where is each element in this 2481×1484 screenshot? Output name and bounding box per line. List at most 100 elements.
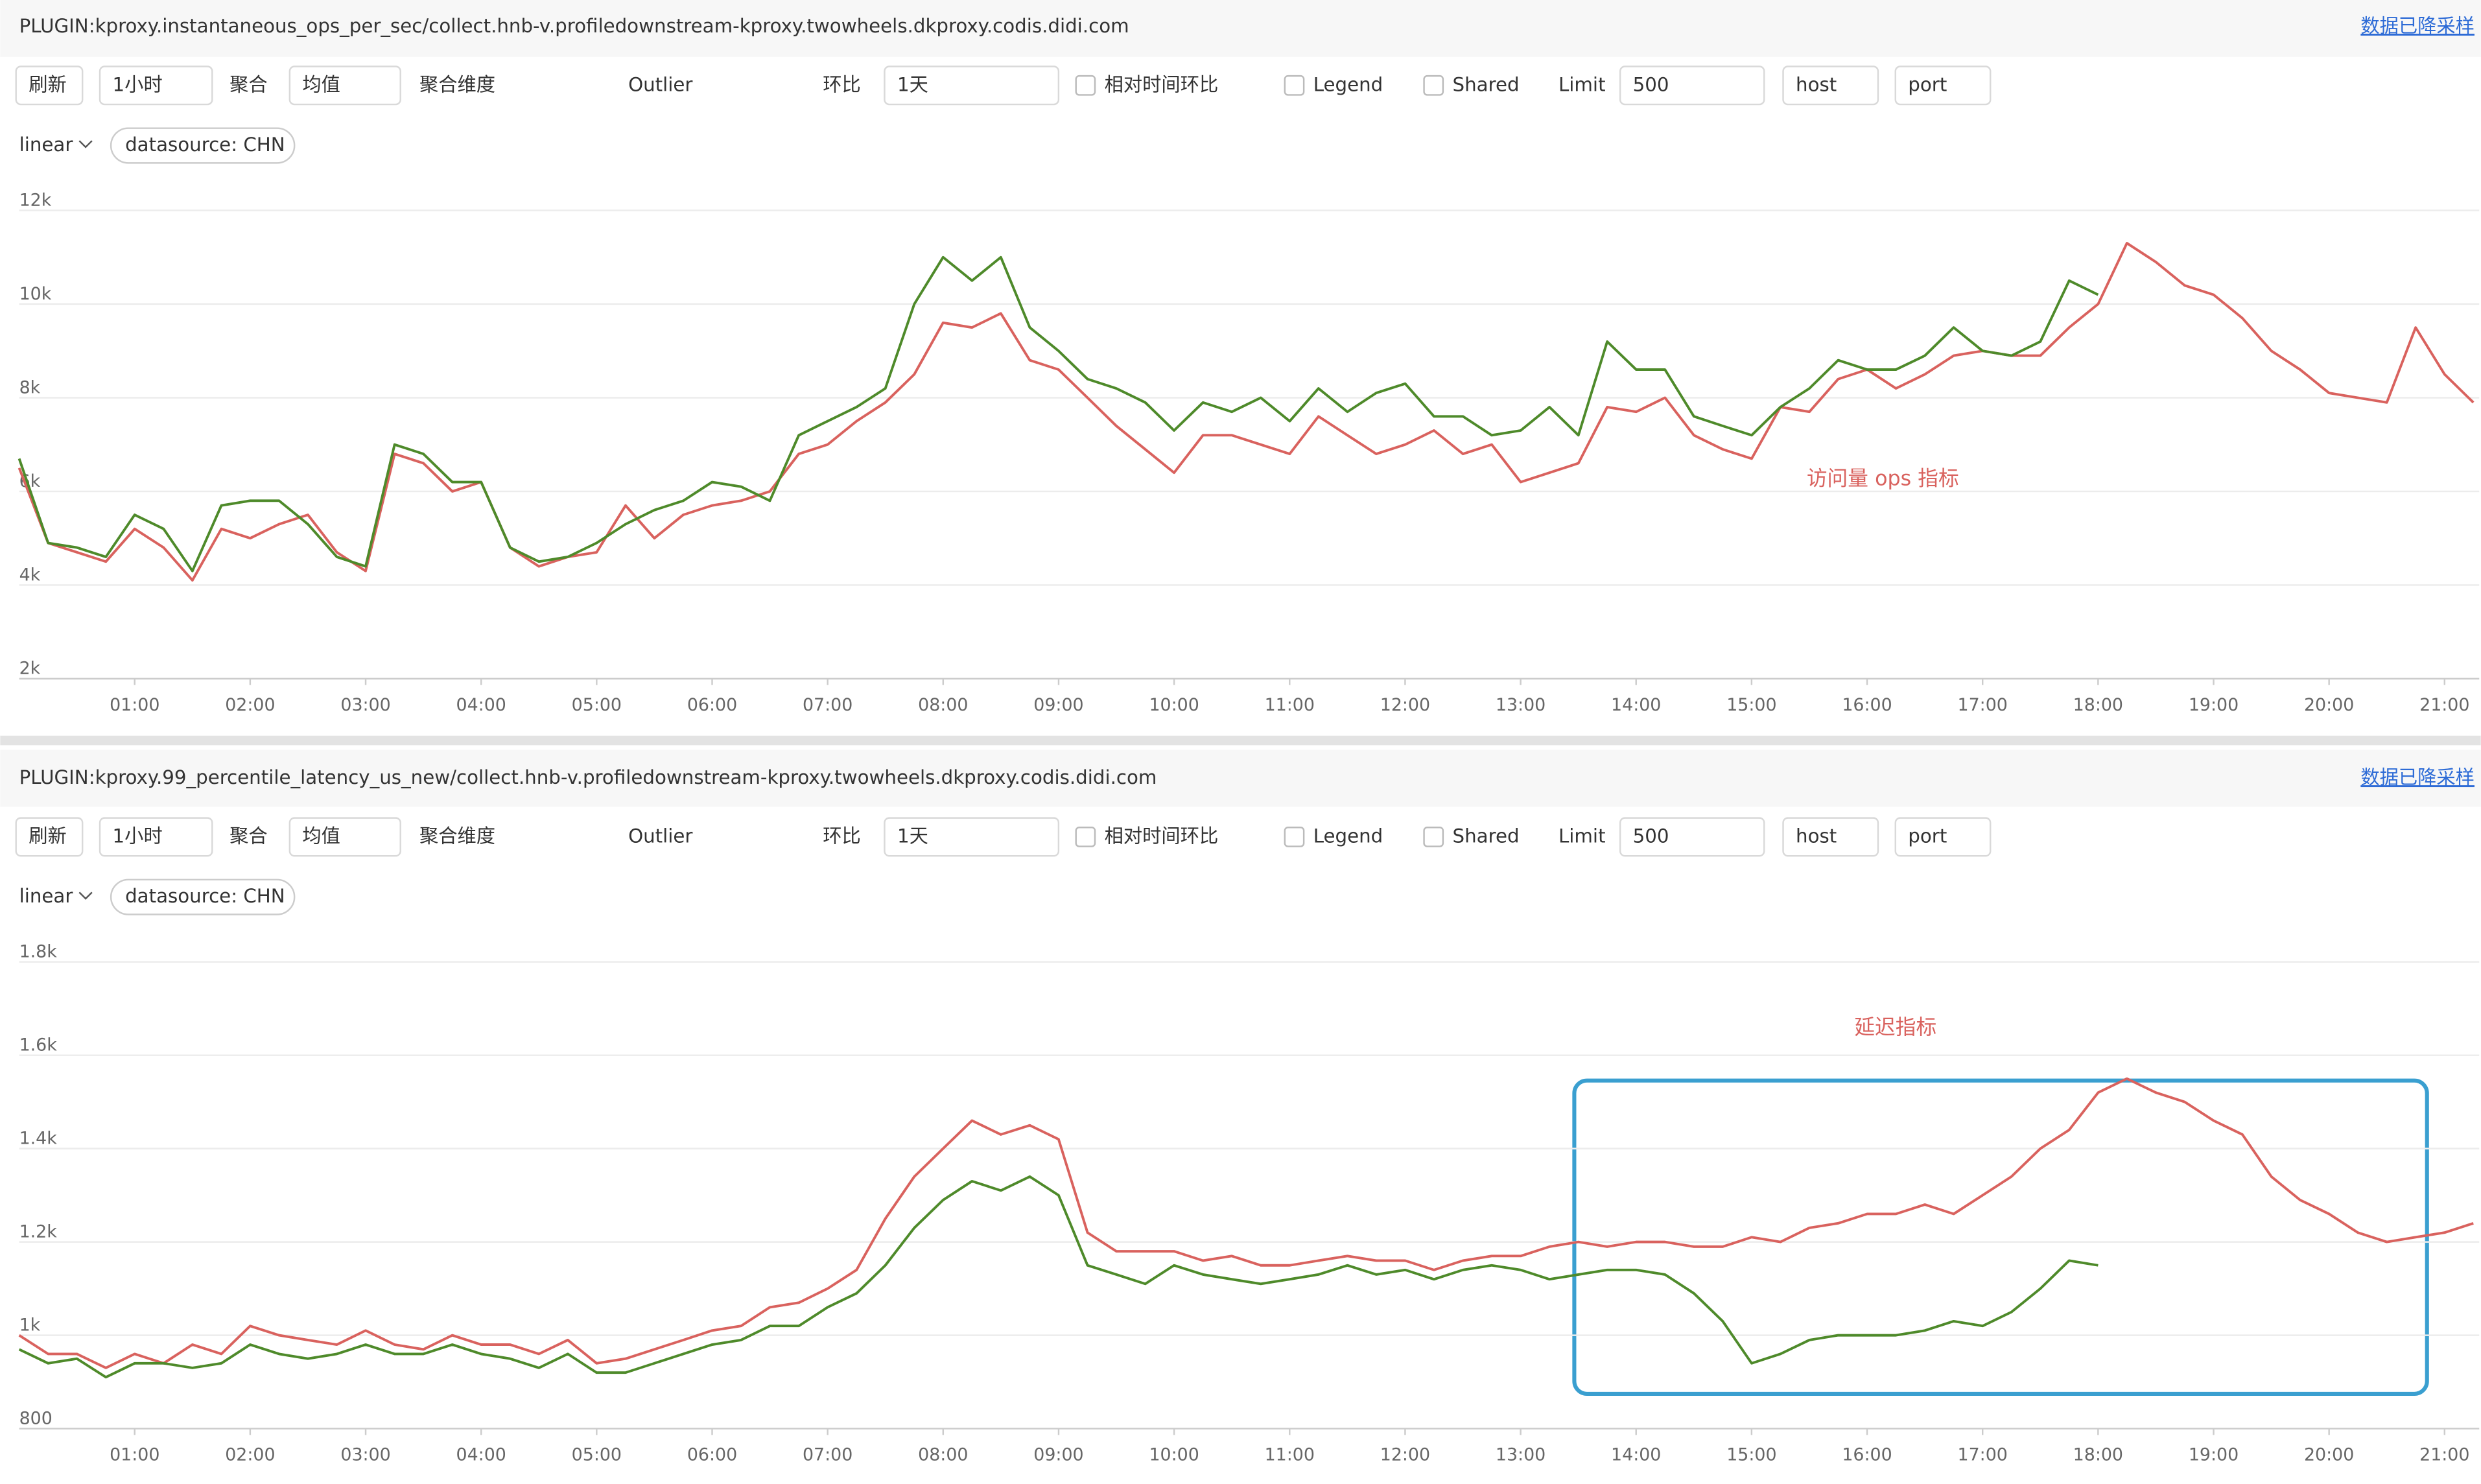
x-tick-label: 01:00 xyxy=(110,695,159,715)
checkbox[interactable] xyxy=(1075,827,1096,847)
toolbar-box[interactable] xyxy=(15,817,84,857)
toolbar-item: host xyxy=(1796,73,1837,95)
toolbar-box[interactable] xyxy=(1782,65,1879,106)
x-tick-label: 16:00 xyxy=(1842,695,1892,715)
x-tick-label: 17:00 xyxy=(1958,695,2008,715)
scale-select[interactable]: linear xyxy=(19,134,74,156)
toolbar-box[interactable] xyxy=(1619,65,1765,106)
datasource-label: datasource: CHN xyxy=(125,134,285,156)
x-tick-label: 04:00 xyxy=(456,695,506,715)
checkbox[interactable] xyxy=(1423,827,1444,847)
toolbar-box[interactable] xyxy=(288,817,401,857)
x-tick-label: 12:00 xyxy=(1380,1445,1430,1465)
x-tick-label: 02:00 xyxy=(225,695,275,715)
toolbar-item: port xyxy=(1908,73,1947,95)
toolbar-item: 聚合 xyxy=(229,73,268,95)
x-tick-label: 02:00 xyxy=(225,1445,275,1465)
checkbox[interactable] xyxy=(1423,75,1444,96)
panel-title: PLUGIN:kproxy.99_percentile_latency_us_n… xyxy=(19,766,1157,788)
toolbar-box[interactable] xyxy=(15,65,84,106)
toolbar-box[interactable] xyxy=(1619,817,1765,857)
datasource-pill[interactable] xyxy=(110,878,296,915)
toolbar-item: 1小时 xyxy=(113,825,163,847)
toolbar-item: Outlier xyxy=(628,73,693,95)
toolbar-box[interactable] xyxy=(288,65,401,106)
checkbox[interactable] xyxy=(1284,827,1305,847)
series-line xyxy=(18,1077,2474,1369)
x-tick-label: 15:00 xyxy=(1726,695,1776,715)
y-tick-label: 12k xyxy=(19,190,52,210)
toolbar-box[interactable] xyxy=(1782,817,1879,857)
toolbar-item: 刷新 xyxy=(29,73,67,95)
toolbar-item: Shared xyxy=(1453,825,1520,847)
series-line xyxy=(18,255,2099,572)
datasource-pill[interactable] xyxy=(110,127,296,164)
x-tick-label: 10:00 xyxy=(1149,695,1199,715)
y-tick-label: 1.4k xyxy=(19,1129,58,1149)
y-tick-label: 10k xyxy=(19,284,52,304)
toolbar-item: 刷新 xyxy=(29,825,67,847)
y-tick-label: 1k xyxy=(19,1315,41,1335)
toolbar-item: host xyxy=(1796,825,1837,847)
x-tick-label: 13:00 xyxy=(1496,695,1546,715)
x-tick-label: 04:00 xyxy=(456,1445,506,1465)
scale-select[interactable]: linear xyxy=(19,885,74,907)
x-tick-label: 16:00 xyxy=(1842,1445,1892,1465)
x-tick-label: 05:00 xyxy=(572,1445,622,1465)
panel-header xyxy=(0,0,2481,57)
toolbar-item: Limit xyxy=(1558,825,1606,847)
y-tick-label: 1.8k xyxy=(19,942,58,962)
y-tick-label: 4k xyxy=(19,565,41,585)
toolbar-item: 1天 xyxy=(897,825,928,847)
x-tick-label: 18:00 xyxy=(2073,695,2123,715)
x-tick-label: 18:00 xyxy=(2073,1445,2123,1465)
x-tick-label: 19:00 xyxy=(2189,1445,2239,1465)
x-tick-label: 03:00 xyxy=(340,1445,390,1465)
checkbox[interactable] xyxy=(1075,75,1096,96)
x-tick-label: 01:00 xyxy=(110,1445,159,1465)
toolbar-box[interactable] xyxy=(99,65,213,106)
x-tick-label: 13:00 xyxy=(1496,1445,1546,1465)
toolbar-item: 均值 xyxy=(302,73,340,95)
toolbar-box[interactable] xyxy=(884,65,1060,106)
x-tick-label: 11:00 xyxy=(1265,695,1315,715)
x-tick-label: 20:00 xyxy=(2304,695,2354,715)
x-tick-label: 14:00 xyxy=(1611,1445,1661,1465)
highlight-box xyxy=(1572,1078,2429,1396)
x-tick-label: 05:00 xyxy=(572,695,622,715)
toolbar-box[interactable] xyxy=(1894,65,1992,106)
y-tick-label: 1.2k xyxy=(19,1221,58,1242)
x-tick-label: 19:00 xyxy=(2189,695,2239,715)
x-tick-label: 12:00 xyxy=(1380,695,1430,715)
downsample-link[interactable]: 数据已降采样 xyxy=(2360,766,2475,788)
series-line xyxy=(18,1175,2099,1379)
toolbar-item: 聚合 xyxy=(229,825,268,847)
toolbar-box[interactable] xyxy=(99,817,213,857)
series-line xyxy=(18,242,2475,582)
toolbar-item: Outlier xyxy=(628,825,693,847)
toolbar-item: Shared xyxy=(1453,73,1520,95)
x-tick-label: 08:00 xyxy=(918,1445,968,1465)
toolbar-item: 相对时间环比 xyxy=(1105,825,1219,847)
dropdown-caret xyxy=(78,891,93,900)
x-tick-label: 07:00 xyxy=(803,695,852,715)
x-tick-label: 07:00 xyxy=(803,1445,852,1465)
x-tick-label: 08:00 xyxy=(918,695,968,715)
x-tick-label: 21:00 xyxy=(2419,1445,2469,1465)
x-tick-label: 20:00 xyxy=(2304,1445,2354,1465)
downsample-link[interactable]: 数据已降采样 xyxy=(2360,15,2475,37)
toolbar-item: 均值 xyxy=(302,825,340,847)
x-tick-label: 11:00 xyxy=(1265,1445,1315,1465)
x-tick-label: 10:00 xyxy=(1149,1445,1199,1465)
toolbar-item: 环比 xyxy=(823,825,861,847)
panel-title: PLUGIN:kproxy.instantaneous_ops_per_sec/… xyxy=(19,15,1129,37)
x-tick-label: 15:00 xyxy=(1726,1445,1776,1465)
toolbar-box[interactable] xyxy=(1894,817,1992,857)
x-tick-label: 14:00 xyxy=(1611,695,1661,715)
toolbar-item: 1小时 xyxy=(113,73,163,95)
toolbar-box[interactable] xyxy=(884,817,1060,857)
toolbar-item: 环比 xyxy=(823,73,861,95)
y-tick-label: 8k xyxy=(19,377,41,397)
checkbox[interactable] xyxy=(1284,75,1305,96)
